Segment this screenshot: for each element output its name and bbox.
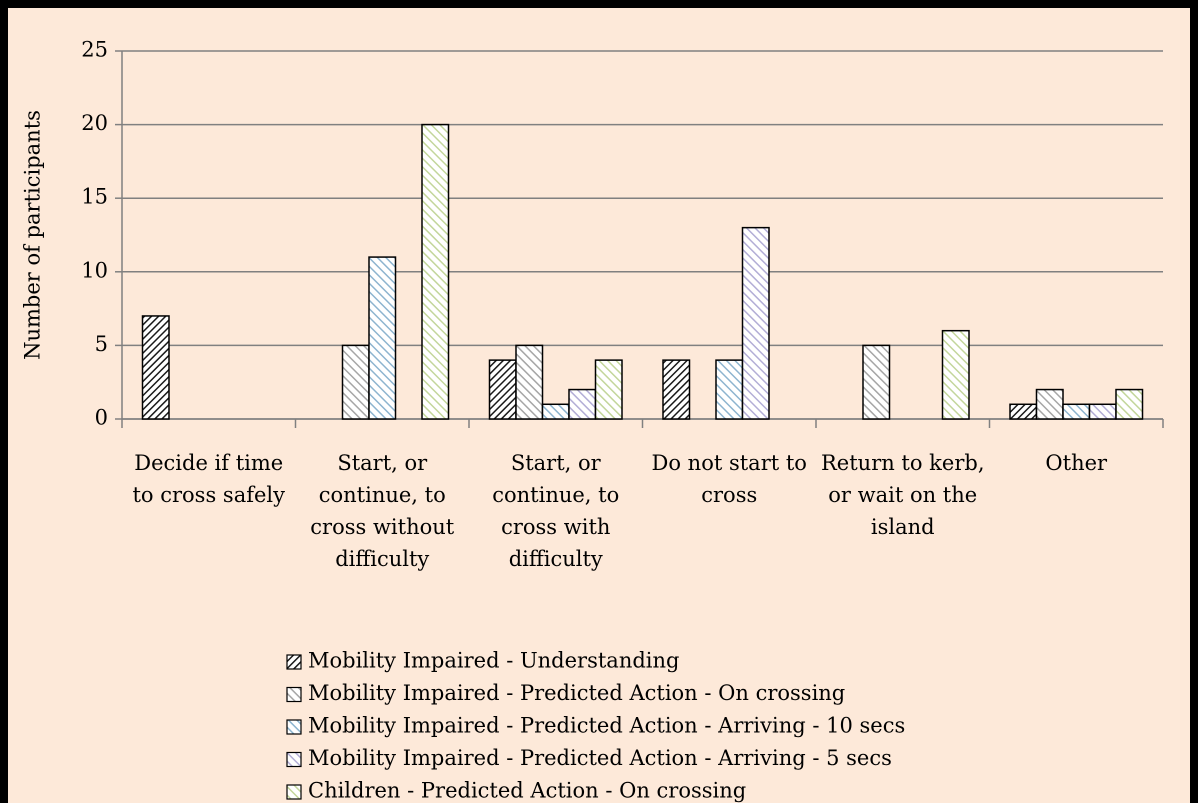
legend-swatch — [286, 686, 302, 703]
x-tick-label: Start, or continue, to cross without dif… — [310, 451, 455, 571]
y-tick-label: 25 — [81, 38, 108, 62]
bar — [662, 359, 691, 420]
bar — [741, 226, 770, 420]
bar — [368, 256, 397, 420]
y-tick-label: 20 — [81, 111, 108, 135]
bar — [141, 315, 170, 420]
bar — [488, 359, 517, 420]
x-tick-label: Return to kerb, or wait on the island — [820, 451, 985, 539]
y-tick-label: 15 — [81, 185, 108, 209]
x-tick-label: Other — [1045, 451, 1108, 475]
x-tick-label: Decide if time to cross safely — [132, 451, 285, 507]
legend-swatch — [286, 654, 302, 670]
bar — [1115, 388, 1144, 420]
bar — [715, 359, 744, 420]
bar — [1009, 403, 1038, 420]
bar — [1088, 403, 1117, 420]
legend-swatch — [286, 719, 302, 735]
bar — [541, 403, 570, 420]
y-tick-label: 10 — [81, 258, 108, 282]
bar — [515, 344, 544, 420]
legend-swatch — [286, 751, 302, 768]
legend-label: Mobility Impaired - Predicted Action - A… — [308, 714, 905, 738]
x-tick-label: Start, or continue, to cross with diffic… — [492, 451, 620, 571]
x-tick-label: Do not start to cross — [651, 451, 807, 507]
bar — [862, 344, 891, 420]
bar — [594, 359, 623, 420]
legend-swatch — [286, 784, 302, 800]
y-tick-label: 5 — [95, 332, 108, 356]
legend-label: Mobility Impaired - Predicted Action - O… — [308, 681, 845, 705]
bar — [1035, 388, 1064, 420]
legend-label: Children - Predicted Action - On crossin… — [308, 779, 746, 803]
y-axis-label: Number of participants — [21, 110, 45, 360]
legend-label: Mobility Impaired - Understanding — [308, 649, 679, 673]
bar — [941, 329, 970, 420]
bar — [421, 123, 450, 420]
bar — [568, 388, 597, 420]
y-tick-label: 0 — [95, 406, 108, 430]
bar — [1062, 403, 1091, 420]
bar — [341, 344, 370, 420]
legend-label: Mobility Impaired - Predicted Action - A… — [308, 746, 892, 770]
